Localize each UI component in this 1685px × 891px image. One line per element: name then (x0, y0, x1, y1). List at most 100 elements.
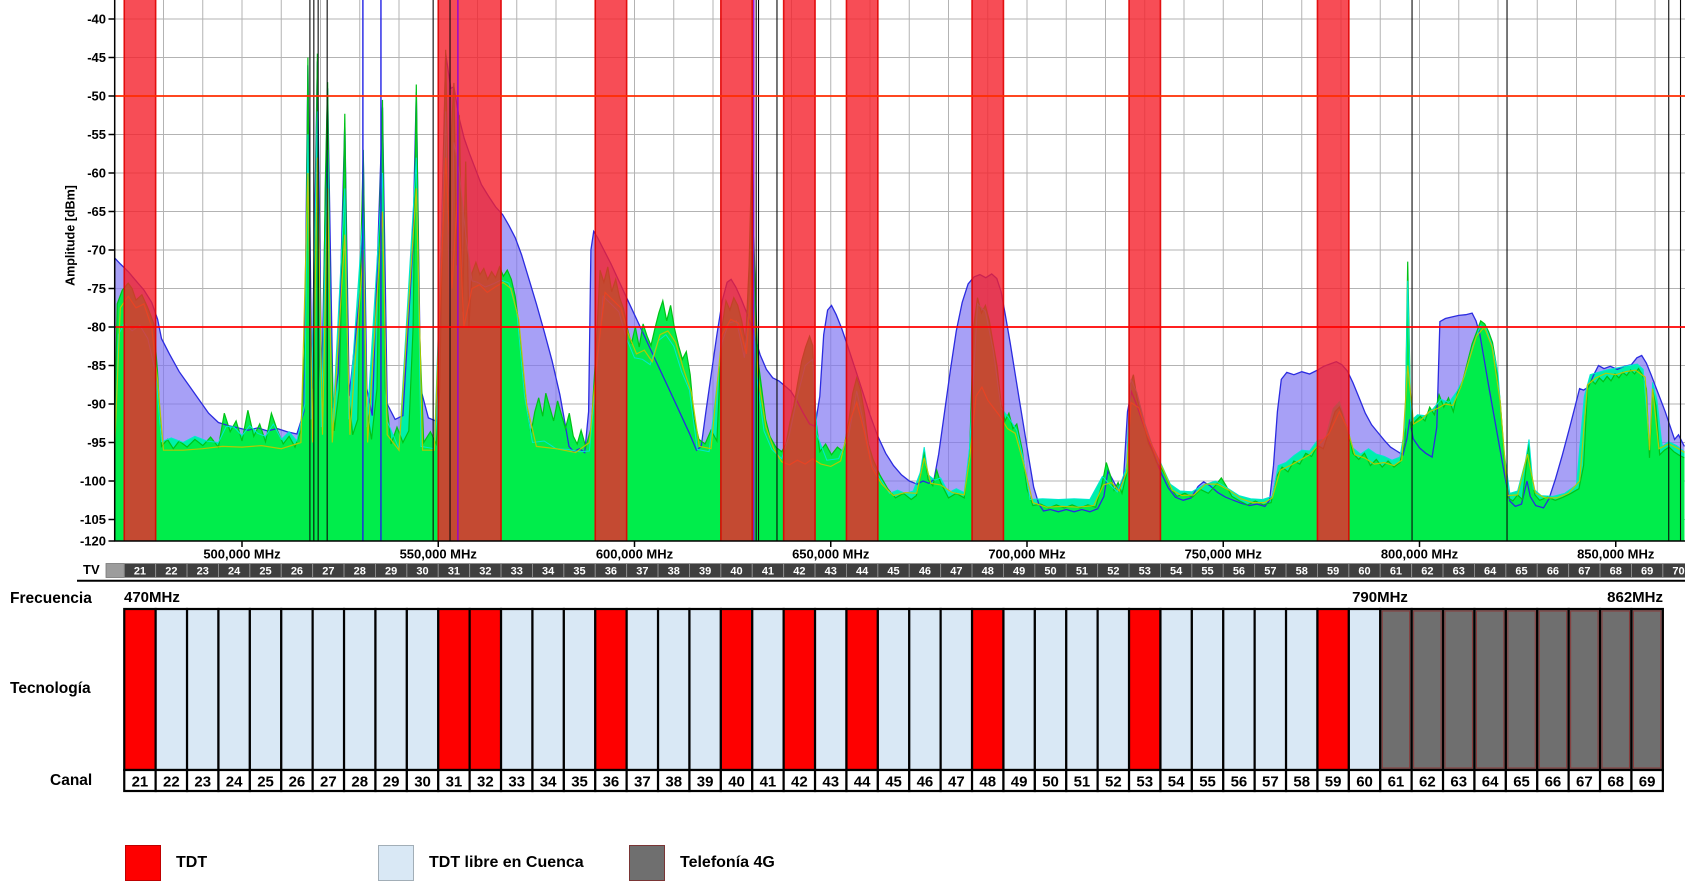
tech-cell-67 (1567, 607, 1602, 772)
legend-item-tdt-libre: TDT libre en Cuenca (378, 845, 584, 881)
svg-text:61: 61 (1390, 566, 1402, 578)
svg-text:-120: -120 (80, 534, 106, 549)
tech-cell-32 (468, 607, 503, 772)
svg-text:56: 56 (1231, 774, 1248, 791)
svg-text:69: 69 (1639, 774, 1656, 791)
svg-text:65: 65 (1513, 774, 1530, 791)
tech-cell-36 (594, 607, 628, 772)
svg-text:650,000 MHz: 650,000 MHz (792, 547, 870, 562)
svg-text:38: 38 (668, 566, 680, 578)
svg-text:57: 57 (1264, 566, 1276, 578)
svg-text:21: 21 (134, 566, 146, 578)
svg-text:36: 36 (603, 774, 620, 791)
svg-text:-65: -65 (87, 204, 106, 219)
tv-row-label: TV (83, 562, 100, 577)
svg-text:43: 43 (822, 774, 839, 791)
tech-cell-44 (845, 607, 879, 772)
tech-cell-26 (280, 607, 314, 772)
tech-cell-46 (908, 607, 942, 772)
svg-text:52: 52 (1107, 566, 1119, 578)
technology-row-label: Tecnología (10, 680, 91, 697)
svg-text:58: 58 (1293, 774, 1310, 791)
svg-text:53: 53 (1136, 774, 1153, 791)
tech-cell-48 (970, 607, 1005, 772)
y-axis-ticks: -40 -45 -50 -55 -60 -65 -70 -75 -80 -85 -90 -95 -100… (80, 12, 115, 549)
min-hold-cap (181, 436, 207, 448)
svg-text:-55: -55 (87, 127, 106, 142)
svg-text:70: 70 (1672, 566, 1684, 578)
svg-text:45: 45 (887, 566, 899, 578)
tech-cell-52 (1096, 607, 1131, 772)
svg-text:22: 22 (163, 774, 180, 791)
svg-text:68: 68 (1610, 566, 1622, 578)
svg-text:42: 42 (793, 566, 805, 578)
svg-text:37: 37 (636, 566, 648, 578)
svg-text:30: 30 (414, 774, 431, 791)
svg-text:58: 58 (1296, 566, 1308, 578)
legend-label-telefonia-4g: Telefonía 4G (680, 854, 775, 871)
svg-text:63: 63 (1453, 566, 1465, 578)
min-hold-cap (1025, 469, 1102, 508)
svg-text:33: 33 (508, 774, 525, 791)
svg-text:44: 44 (856, 566, 869, 578)
svg-text:62: 62 (1419, 774, 1436, 791)
min-hold-cap (1136, 392, 1218, 497)
svg-text:35: 35 (573, 566, 585, 578)
axes (113, 0, 1685, 542)
svg-text:47: 47 (950, 566, 962, 578)
svg-text:32: 32 (477, 774, 494, 791)
tech-cell-37 (625, 607, 660, 772)
svg-text:46: 46 (917, 774, 934, 791)
svg-text:62: 62 (1421, 566, 1433, 578)
tech-cell-31 (437, 607, 471, 772)
svg-text:600,000 MHz: 600,000 MHz (596, 547, 674, 562)
svg-text:47: 47 (948, 774, 965, 791)
svg-text:31: 31 (448, 566, 460, 578)
svg-text:800,000 MHz: 800,000 MHz (1381, 547, 1459, 562)
svg-text:57: 57 (1262, 774, 1279, 791)
legend-swatch-tdt-libre (378, 845, 414, 881)
tech-cell-42 (782, 607, 817, 772)
svg-text:55: 55 (1199, 774, 1216, 791)
svg-text:-60: -60 (87, 166, 106, 181)
tech-cell-66 (1536, 607, 1570, 772)
svg-text:64: 64 (1482, 774, 1499, 791)
tech-cell-65 (1504, 607, 1539, 772)
legend-item-tdt: TDT (125, 845, 207, 881)
tech-cell-34 (531, 607, 565, 772)
svg-text:23: 23 (194, 774, 211, 791)
svg-text:39: 39 (697, 774, 714, 791)
svg-text:64: 64 (1484, 566, 1497, 578)
svg-text:21: 21 (132, 774, 149, 791)
svg-text:-40: -40 (87, 12, 106, 27)
svg-text:65: 65 (1515, 566, 1527, 578)
svg-text:29: 29 (385, 566, 397, 578)
svg-text:35: 35 (571, 774, 588, 791)
svg-text:48: 48 (979, 774, 996, 791)
svg-text:38: 38 (665, 774, 682, 791)
x-axis-ticks: 500,000 MHz 550,000 MHz 600,000 MHz 650,000… (203, 541, 1655, 562)
svg-text:66: 66 (1545, 774, 1562, 791)
svg-text:44: 44 (854, 774, 871, 791)
cursor-lines (309, 0, 1682, 541)
svg-text:63: 63 (1450, 774, 1467, 791)
frequency-row-label: Frecuencia (10, 590, 92, 607)
svg-text:31: 31 (446, 774, 463, 791)
tech-cell-35 (562, 607, 597, 772)
occupied-channel-bands (123, 0, 1350, 541)
tv-channel-strip: 21 22 23 24 25 26 27 28 29 30 31 32 33 34 35 36 37 38 39 40… (77, 563, 1685, 582)
tech-cell-43 (813, 607, 848, 772)
svg-text:51: 51 (1074, 774, 1091, 791)
svg-text:850,000 MHz: 850,000 MHz (1577, 547, 1655, 562)
svg-text:28: 28 (354, 566, 366, 578)
svg-text:-105: -105 (80, 512, 106, 527)
svg-text:29: 29 (383, 774, 400, 791)
tech-cell-28 (342, 607, 377, 772)
svg-text:34: 34 (540, 774, 557, 791)
svg-text:-85: -85 (87, 358, 106, 373)
tech-cell-41 (751, 607, 785, 772)
y-axis-title: Amplitude [dBm] (63, 185, 78, 286)
svg-text:56: 56 (1233, 566, 1245, 578)
tech-cell-29 (374, 607, 408, 772)
